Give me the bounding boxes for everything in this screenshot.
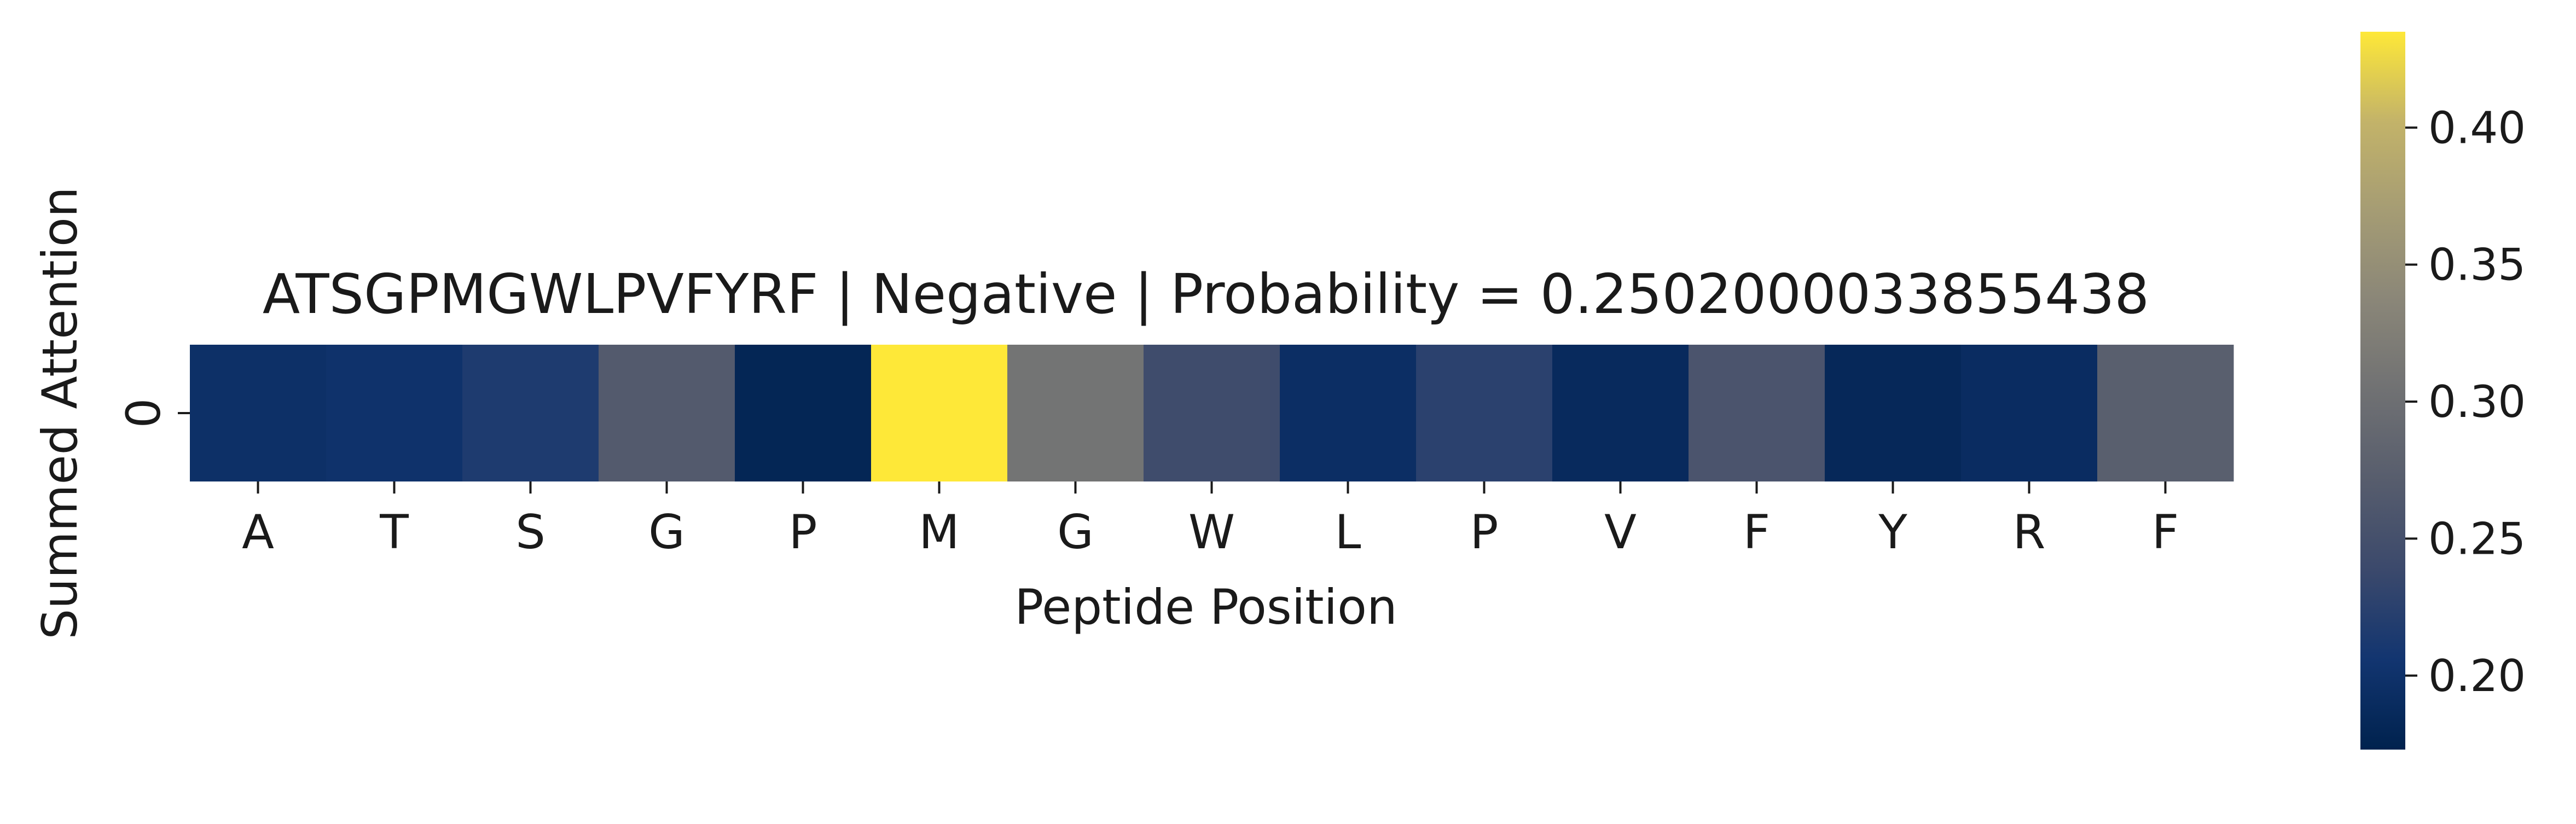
- heatmap-cells: [190, 345, 2234, 481]
- heatmap-cell: [735, 345, 872, 481]
- heatmap-cell: [326, 345, 463, 481]
- heatmap-cell: [1416, 345, 1553, 481]
- x-tick-label: A: [242, 505, 274, 560]
- colorbar: [2360, 32, 2405, 750]
- heatmap-cell: [1689, 345, 1825, 481]
- heatmap-cell: [1552, 345, 1689, 481]
- x-tick-label: W: [1188, 505, 1235, 560]
- x-tick-label: V: [1604, 505, 1637, 560]
- x-tick-label: F: [1743, 505, 1770, 560]
- x-tick-label: G: [648, 505, 685, 560]
- x-tick-label: P: [789, 505, 817, 560]
- y-axis-label: Summed Attention: [32, 187, 88, 639]
- x-tick-label: R: [2013, 505, 2046, 560]
- y-axis-ticks: 0: [117, 398, 190, 428]
- heatmap-cell: [871, 345, 1008, 481]
- heatmap-cell: [1961, 345, 2098, 481]
- heatmap-cell: [1280, 345, 1417, 481]
- colorbar-tick-label: 0.40: [2428, 102, 2526, 153]
- colorbar-ticks: 0.20 0.25 0.30 0.35 0.40: [2405, 102, 2526, 701]
- heatmap-cell: [462, 345, 599, 481]
- x-tick-label: S: [515, 505, 546, 560]
- x-tick-label: M: [919, 505, 959, 560]
- heatmap-cell: [190, 345, 327, 481]
- heatmap-cell: [2097, 345, 2234, 481]
- heatmap-cell: [1007, 345, 1144, 481]
- heatmap-cell: [1144, 345, 1280, 481]
- x-tick-label: Y: [1878, 505, 1907, 560]
- colorbar-tick-label: 0.35: [2428, 240, 2526, 291]
- x-tick-label: L: [1335, 505, 1361, 560]
- x-tick-label: P: [1470, 505, 1499, 560]
- x-axis-label: Peptide Position: [1014, 579, 1397, 635]
- chart-title: ATSGPMGWLPVFYRF | Negative | Probability…: [263, 262, 2149, 326]
- heatmap-cell: [1825, 345, 1962, 481]
- colorbar-tick-label: 0.30: [2428, 376, 2526, 427]
- x-tick-label: G: [1057, 505, 1094, 560]
- colorbar-tick-label: 0.25: [2428, 513, 2526, 564]
- x-tick-label: F: [2152, 505, 2179, 560]
- colorbar-tick-label: 0.20: [2428, 651, 2526, 701]
- x-tick-label: T: [379, 505, 409, 560]
- y-tick-label: 0: [117, 398, 171, 428]
- heatmap-cell: [599, 345, 735, 481]
